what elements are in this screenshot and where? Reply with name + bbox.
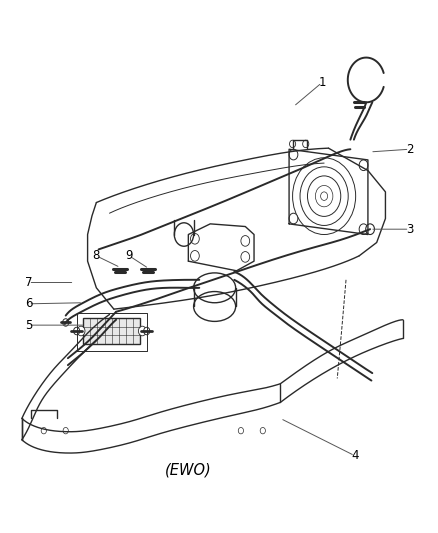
Text: 4: 4 [351,449,359,462]
Circle shape [289,213,298,224]
Text: 7: 7 [25,276,32,289]
Text: 6: 6 [25,297,32,310]
Circle shape [63,319,69,326]
Text: 5: 5 [25,319,32,332]
Circle shape [241,236,250,246]
Circle shape [366,224,374,235]
Text: 1: 1 [318,76,326,89]
Bar [83,318,140,344]
Circle shape [241,252,250,262]
Circle shape [359,160,368,171]
Text: 8: 8 [93,249,100,262]
Text: (EWO): (EWO) [165,463,212,478]
Circle shape [138,326,146,336]
Circle shape [191,251,199,261]
Circle shape [289,149,298,160]
Circle shape [74,327,80,335]
Circle shape [191,233,199,244]
Circle shape [77,326,85,336]
Circle shape [144,327,150,335]
Circle shape [359,224,368,235]
Text: 3: 3 [406,223,413,236]
Text: 9: 9 [125,249,133,262]
Text: 2: 2 [406,143,413,156]
